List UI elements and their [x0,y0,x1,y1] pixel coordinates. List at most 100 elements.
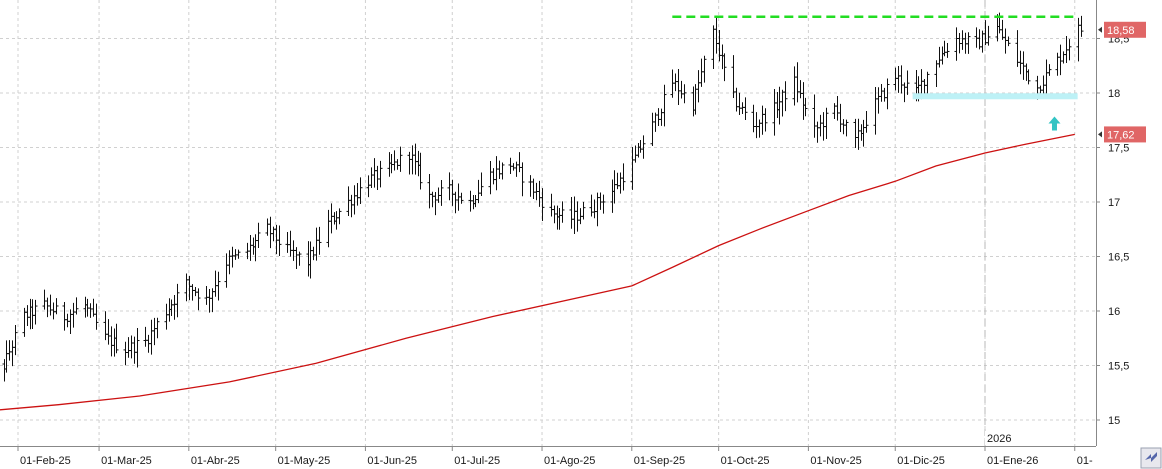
price-bar [172,295,177,320]
price-bar [737,92,742,116]
price-bar [352,185,357,215]
price-bar [395,159,400,170]
price-bar [68,309,73,335]
moving-average-badge-pointer [1098,131,1102,138]
price-bar [317,226,322,255]
price-bar [248,234,253,261]
price-bar [500,162,505,180]
price-bar [893,67,898,91]
price-bar [123,341,128,366]
price-bar [230,246,235,268]
price-bar [311,246,316,261]
time-axis-label: 01-Nov-25 [810,455,861,467]
price-bar [387,152,392,177]
price-bar [1047,64,1052,76]
price-bar [555,205,560,230]
price-bar [818,114,823,137]
price-bar [650,112,655,146]
price-bar [334,211,339,230]
price-bar [476,179,481,204]
price-bar [213,270,218,297]
price-bar [256,222,261,248]
price-bar [268,216,273,249]
price-bar [641,135,646,159]
price-bar [801,82,806,120]
price-bar [297,251,302,266]
price-bar [601,194,606,214]
price-bar [864,111,869,133]
price-bar [10,340,15,367]
price-axis-label: 15,5 [1108,361,1129,373]
price-bar [682,84,687,104]
price-bar [413,143,418,175]
price-bar [832,103,837,119]
price-bar [227,250,232,275]
price-bar [83,296,88,318]
price-axis-label: 16,5 [1108,252,1129,264]
price-bar [277,225,282,256]
price-bar [1076,17,1081,62]
price-bar [175,283,180,318]
up-arrow-icon [1048,116,1061,131]
time-axis-label: 01-Oct-25 [721,455,770,467]
price-bar [308,241,313,279]
price-bar [589,194,594,217]
price-bar [337,208,342,225]
price-bar [285,231,290,253]
price-bar [378,160,383,188]
price-bar [1015,30,1020,67]
price-bar [882,87,887,102]
price-bar [775,92,780,119]
price-bar [25,305,30,327]
price-bar [329,203,334,234]
price-bar [537,180,542,207]
price-bar [372,158,377,188]
price-bar [447,172,452,201]
price-bar [691,86,696,117]
price-bar [30,299,35,329]
price-bar [621,163,626,191]
last-price-badge-text: 18,58 [1107,25,1135,37]
price-axis-label: 15 [1108,415,1120,427]
price-bar [630,147,635,190]
price-bars-layer [2,12,1084,382]
price-bar [389,154,394,174]
grid-lines [0,0,1096,446]
price-bar [398,146,403,172]
price-bar [149,319,154,355]
scroll-corner-icon [1145,452,1157,462]
price-bar [925,71,930,95]
price-bar [346,186,351,217]
price-bar [618,172,623,194]
price-bar [844,119,849,137]
price-bar [358,177,363,205]
time-axis-label: 01-Ene-26 [987,455,1038,467]
price-bar [974,27,979,48]
price-bar [375,165,380,190]
price-bar [265,218,270,236]
price-bar [815,121,820,143]
price-bar [853,118,858,149]
time-axis-label: 01- [1077,455,1093,467]
price-bar [94,303,99,330]
price-bar [407,151,412,175]
price-bar [896,65,901,93]
price-axis-label: 18 [1108,88,1120,100]
price-bar [1026,69,1031,85]
price-bar [491,168,496,185]
price-bar [497,160,502,179]
price-bar [1067,39,1072,61]
price-bar [792,66,797,106]
price-bar [45,297,50,318]
price-bar [164,303,169,330]
price-bar [62,302,67,331]
price-bar [13,324,18,356]
moving-average-line [0,133,1075,411]
price-bar [132,336,137,364]
price-bar [514,161,519,177]
price-bar [873,86,878,135]
price-bar [33,299,38,325]
price-bar [610,179,615,213]
time-axis-label: 01-May-25 [278,455,331,467]
